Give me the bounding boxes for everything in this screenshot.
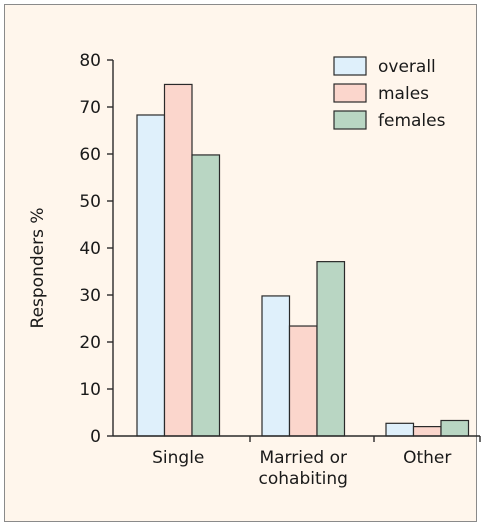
axes-group: 0 10 20 30 40 50 60 70 80 Single Married orcohabit… [79, 51, 481, 489]
bar-overall-0 [136, 114, 166, 437]
bar-males-2 [412, 426, 442, 437]
legend-swatch-overall [333, 56, 367, 76]
y-axis-title: Responders % [28, 208, 48, 329]
legend-label-males: males [378, 84, 429, 104]
bar-females-2 [440, 419, 470, 437]
y-tick-label-70: 70 [79, 98, 101, 118]
bar-overall-2 [385, 422, 415, 437]
legend-label-females: females [378, 111, 446, 131]
bar-overall-1 [261, 295, 291, 437]
legend-swatch-males [333, 83, 367, 103]
category-label-1-0: Married or [259, 448, 347, 468]
y-tick-label-80: 80 [79, 51, 101, 71]
bars-group [136, 83, 470, 437]
category-label-2-0: Other [403, 448, 451, 468]
y-tick-label-10: 10 [79, 380, 101, 400]
legend-label-overall: overall [378, 57, 436, 77]
y-tick-label-50: 50 [79, 192, 101, 212]
y-tick-label-40: 40 [79, 239, 101, 259]
bar-females-1 [316, 261, 346, 437]
legend: overall males females [333, 56, 446, 131]
bar-males-1 [288, 325, 318, 437]
bar-males-0 [163, 83, 193, 437]
y-tick-label-20: 20 [79, 333, 101, 353]
bar-females-0 [191, 154, 221, 437]
category-label-1-1: cohabiting [259, 469, 348, 489]
category-label-0-0: Single [152, 448, 204, 468]
y-tick-label-0: 0 [90, 427, 101, 447]
legend-swatch-females [333, 110, 367, 130]
y-tick-label-60: 60 [79, 145, 101, 165]
y-tick-label-30: 30 [79, 286, 101, 306]
